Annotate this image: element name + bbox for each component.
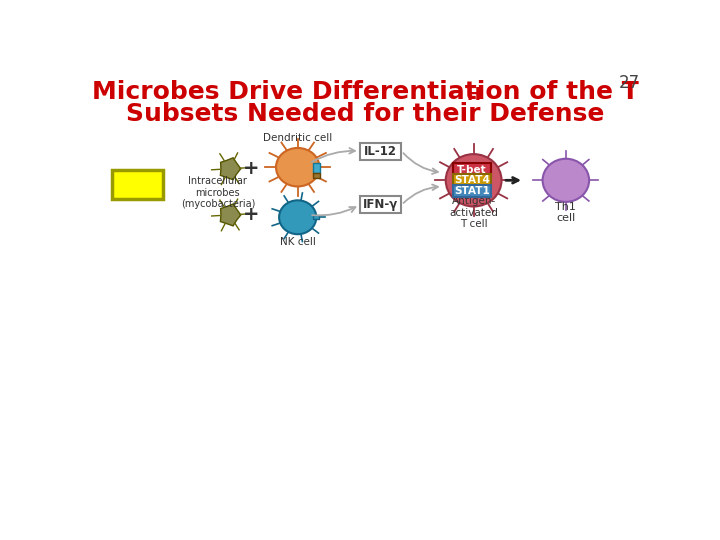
Polygon shape bbox=[220, 158, 240, 180]
Bar bbox=[313, 163, 320, 173]
Ellipse shape bbox=[543, 159, 589, 202]
Text: Intracellular
microbes
(mycobacteria): Intracellular microbes (mycobacteria) bbox=[181, 176, 255, 209]
Text: NK cell: NK cell bbox=[280, 237, 315, 247]
Text: Subsets Needed for their Defense: Subsets Needed for their Defense bbox=[126, 102, 604, 126]
FancyBboxPatch shape bbox=[454, 174, 490, 186]
Ellipse shape bbox=[276, 148, 320, 186]
Ellipse shape bbox=[279, 200, 316, 234]
Text: IL-12: IL-12 bbox=[364, 145, 397, 158]
FancyBboxPatch shape bbox=[112, 170, 163, 199]
FancyBboxPatch shape bbox=[454, 164, 490, 176]
Text: +: + bbox=[243, 159, 259, 178]
Text: Th1
cell: Th1 cell bbox=[555, 202, 576, 224]
Text: 27: 27 bbox=[619, 74, 640, 92]
FancyBboxPatch shape bbox=[361, 143, 401, 159]
Text: STAT1: STAT1 bbox=[454, 186, 490, 196]
Text: H: H bbox=[467, 86, 480, 104]
Text: T-bet: T-bet bbox=[457, 165, 487, 174]
FancyBboxPatch shape bbox=[361, 197, 401, 213]
Text: Microbes Drive Differentiation of the T: Microbes Drive Differentiation of the T bbox=[91, 80, 639, 104]
Bar bbox=[313, 173, 320, 178]
Polygon shape bbox=[220, 204, 240, 226]
Text: Dendritic cell: Dendritic cell bbox=[263, 133, 333, 143]
Text: Th1: Th1 bbox=[114, 174, 161, 194]
Text: +: + bbox=[243, 205, 259, 225]
Text: STAT4: STAT4 bbox=[454, 176, 490, 185]
FancyBboxPatch shape bbox=[454, 185, 490, 197]
Bar bbox=[313, 215, 319, 219]
Text: Antigen-
activated
T cell: Antigen- activated T cell bbox=[449, 196, 498, 229]
Text: IFN-γ: IFN-γ bbox=[363, 198, 398, 212]
Ellipse shape bbox=[446, 154, 502, 206]
